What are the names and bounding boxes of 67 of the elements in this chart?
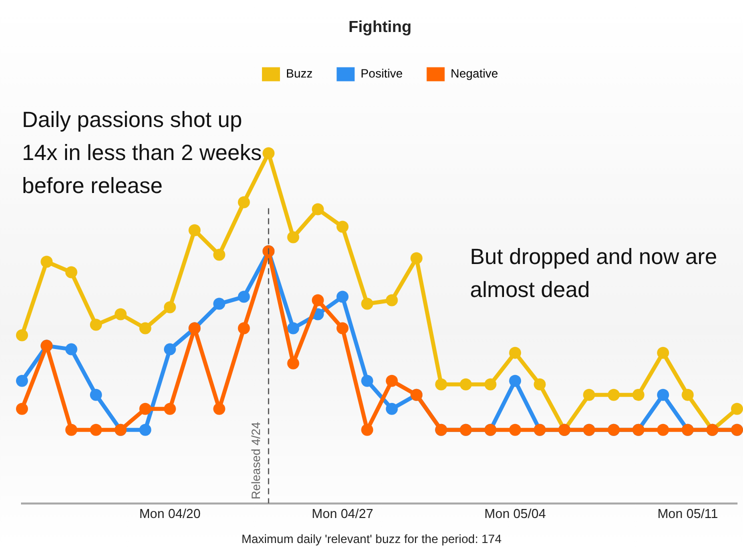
point [509,374,522,387]
chart-title: Fighting [348,19,412,36]
point [361,424,374,436]
point [361,298,374,310]
x-tick-label: Mon 04/27 [312,506,374,521]
ref-line-label: Released 4/24 [248,422,263,500]
point [213,248,226,261]
point [90,388,102,401]
point [509,424,522,436]
point [361,374,374,387]
point [238,322,250,334]
point [312,203,324,216]
point [386,402,398,415]
x-tick-label: Mon 05/04 [484,506,546,521]
point [164,301,176,314]
point [262,147,275,160]
point [386,374,398,387]
point [336,322,349,334]
point [238,290,250,303]
x-tick-label: Mon 04/20 [139,506,201,521]
point [312,294,324,306]
point [287,357,300,370]
point [731,402,743,415]
point [40,256,53,268]
point [460,378,472,390]
point [164,343,176,356]
point [238,196,250,208]
point [336,220,349,233]
point [65,424,78,436]
point [435,378,448,390]
annotation: Daily passions shot up 14x in less than 2 weeks before release [22,106,262,200]
point [213,298,226,310]
point [139,322,152,334]
point [534,378,546,390]
point [509,346,522,359]
point [16,329,28,342]
point [583,388,596,401]
legend-label: Positive [360,66,403,81]
point [16,374,28,387]
annotation: But dropped and now are almost dead [470,243,718,304]
x-tick-label: Mon 05/11 [657,506,718,521]
legend-label: Buzz [286,66,313,81]
point [657,346,670,359]
point [90,318,102,331]
point [410,252,422,264]
point [657,424,670,436]
point [139,424,152,436]
point [682,388,694,401]
point [65,343,78,356]
point [65,266,78,278]
point [16,402,28,415]
point [336,290,349,303]
point [657,388,670,401]
point [164,402,176,415]
point [213,402,226,415]
point [114,308,127,320]
point [287,231,300,244]
point [608,388,620,401]
point [139,402,152,415]
point [188,224,201,236]
point [632,388,644,401]
point [386,294,398,306]
text: Maximum daily 'relevant' buzz for the period: 174 [240,532,503,546]
point [484,378,496,390]
point [287,322,300,334]
legend-label: Negative [450,66,498,81]
point [90,424,102,436]
